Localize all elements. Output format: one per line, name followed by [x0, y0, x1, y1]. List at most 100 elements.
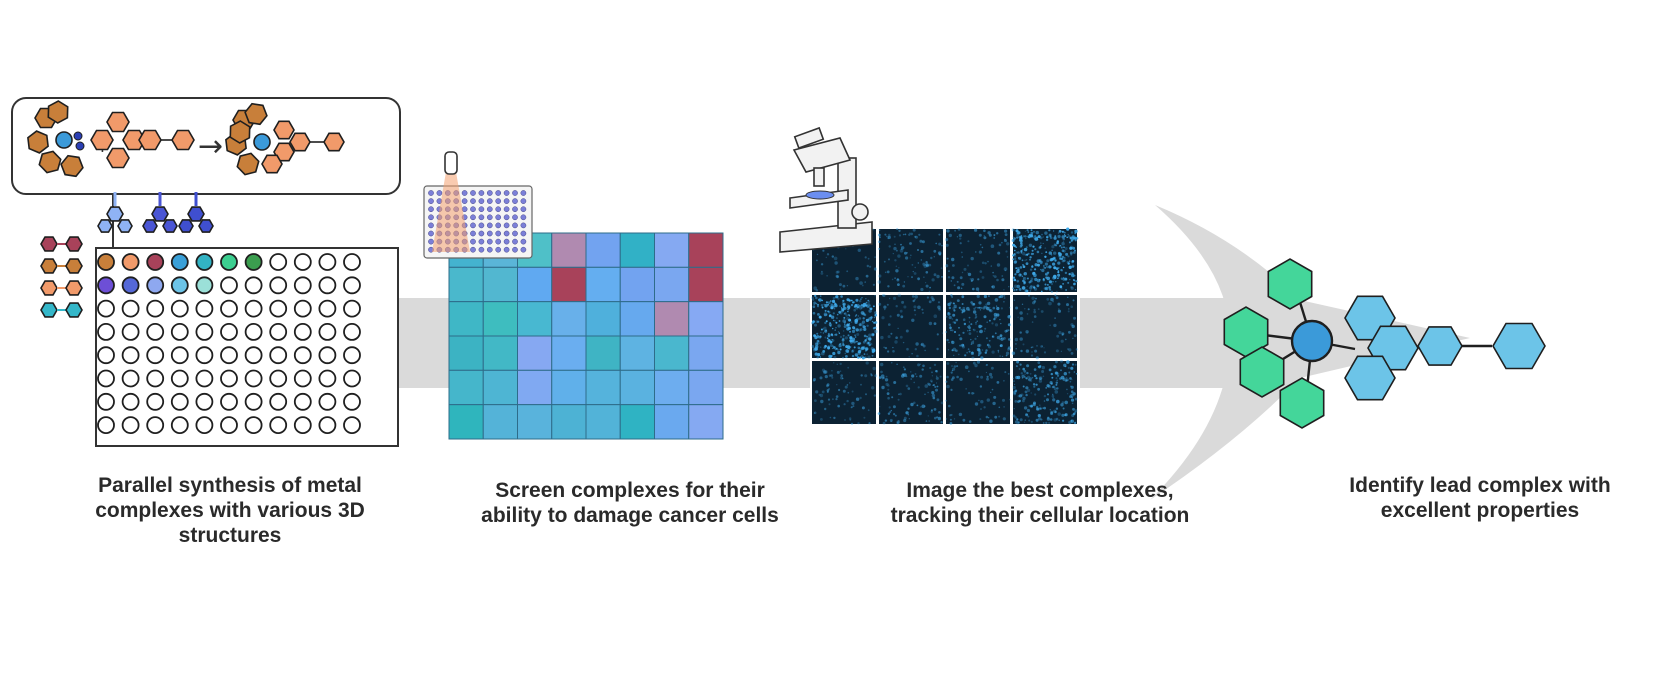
cell-signal: [812, 305, 816, 309]
cell-signal: [1063, 372, 1068, 376]
cell-signal: [1022, 385, 1025, 388]
cell-signal: [930, 410, 933, 413]
cell-signal: [1046, 417, 1051, 421]
mini-well: [461, 198, 468, 204]
mini-well: [495, 230, 502, 237]
cell-signal: [1019, 418, 1023, 422]
cell-signal: [1050, 254, 1053, 256]
cell-signal: [1058, 419, 1060, 422]
ligand-ring: [27, 130, 49, 154]
cell-signal: [1064, 257, 1066, 259]
well: [97, 369, 115, 388]
cell-signal: [1055, 377, 1058, 380]
cell-signal: [901, 246, 905, 250]
cell-signal: [1012, 243, 1015, 247]
cell-signal: [911, 374, 915, 378]
cell-signal: [889, 411, 892, 413]
cell-signal: [983, 294, 988, 299]
well: [146, 346, 165, 365]
cell-signal: [967, 240, 970, 243]
cell-signal: [850, 321, 853, 323]
cell-signal: [999, 338, 1001, 341]
cell-signal: [1021, 377, 1024, 379]
cell-signal: [1053, 244, 1056, 246]
cell-signal: [880, 374, 885, 379]
cell-signal: [925, 271, 929, 274]
cell-signal: [1058, 331, 1062, 335]
cell-signal: [1034, 277, 1038, 282]
cell-signal: [1043, 265, 1045, 267]
cell-signal: [985, 349, 988, 352]
well: [121, 346, 140, 365]
cell-signal: [986, 398, 990, 402]
cell-signal: [827, 332, 830, 335]
legend-ring: [40, 280, 58, 296]
cell-signal: [1049, 235, 1052, 238]
cell-signal: [1028, 294, 1030, 297]
cell-signal: [861, 356, 865, 360]
cell-signal: [1041, 365, 1046, 370]
heatmap-cell: [517, 301, 553, 337]
well: [195, 276, 214, 295]
cell-signal: [1033, 287, 1038, 291]
cell-signal: [938, 242, 942, 246]
cell-signal: [1027, 231, 1030, 233]
cell-signal: [888, 323, 891, 326]
mini-well: [478, 230, 485, 237]
cell-signal: [1004, 229, 1008, 233]
cell-signal: [865, 347, 868, 350]
cell-signal: [950, 294, 953, 297]
well: [269, 346, 288, 365]
cell-signal: [826, 384, 829, 388]
cell-signal: [905, 375, 908, 378]
cell-signal: [881, 377, 884, 380]
cell-signal: [1027, 375, 1031, 379]
cell-signal: [968, 324, 971, 327]
cell-signal: [1004, 269, 1007, 272]
cell-signal: [1022, 265, 1026, 269]
cell-signal: [1071, 379, 1073, 381]
cell-signal: [1053, 365, 1057, 369]
cell-signal: [1054, 294, 1057, 297]
cell-signal: [836, 313, 839, 316]
cell-signal: [1068, 241, 1071, 244]
cell-signal: [1053, 243, 1056, 246]
cell-signal: [839, 305, 841, 307]
cell-signal: [837, 270, 840, 274]
well: [195, 322, 214, 341]
heatmap-cell: [517, 404, 553, 440]
cell-signal: [1070, 253, 1073, 256]
cell-signal: [1023, 235, 1027, 238]
cell-signal: [1069, 251, 1073, 255]
cell-signal: [920, 343, 923, 346]
cell-signal: [1001, 278, 1005, 282]
cell-signal: [972, 392, 975, 395]
cell-signal: [1029, 256, 1032, 259]
cell-signal: [1075, 373, 1078, 375]
metal-center: [253, 133, 271, 151]
cell-signal: [938, 253, 942, 256]
cell-signal: [940, 401, 944, 405]
cell-signal: [819, 393, 824, 398]
cell-signal: [843, 312, 846, 315]
cell-signal: [1028, 233, 1031, 237]
cell-signal: [1027, 379, 1030, 381]
cell-signal: [917, 249, 919, 251]
cell-signal: [1014, 389, 1018, 393]
cell-signal: [1062, 377, 1066, 381]
cell-signal: [894, 259, 897, 262]
cell-signal: [928, 383, 931, 386]
cell-signal: [1061, 249, 1065, 252]
cell-signal: [835, 333, 838, 336]
cell-signal: [1043, 351, 1047, 354]
cell-signal: [1015, 375, 1019, 380]
cell-signal: [849, 336, 853, 340]
cell-signal: [907, 387, 911, 390]
cell-signal: [906, 252, 908, 254]
cell-signal: [859, 306, 863, 310]
cell-signal: [1019, 363, 1022, 366]
cell-signal: [953, 284, 956, 287]
cell-signal: [923, 405, 926, 408]
well: [195, 392, 214, 411]
cell-signal: [1046, 297, 1050, 301]
